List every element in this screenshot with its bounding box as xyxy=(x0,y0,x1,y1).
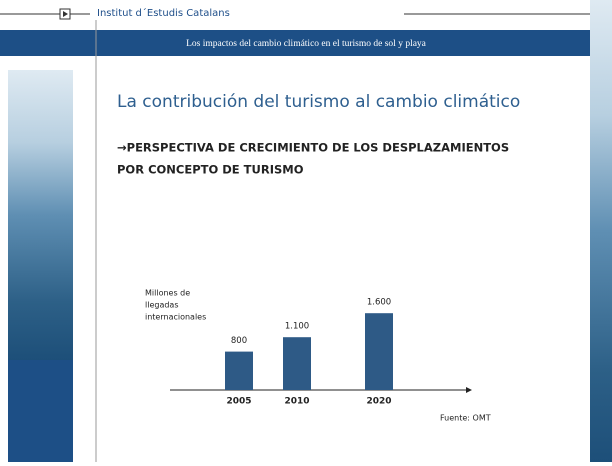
y-axis-label: Millones de xyxy=(145,289,190,298)
source: Fuente: OMT xyxy=(440,414,491,423)
x-tick-label: 2005 xyxy=(226,397,251,407)
y-axis-label: internacionales xyxy=(145,313,206,322)
x-tick-label: 2020 xyxy=(366,397,391,407)
bar xyxy=(365,313,393,390)
value-label: 1.100 xyxy=(285,322,309,332)
x-tick-label: 2010 xyxy=(284,397,309,407)
subtitle: POR CONCEPTO DE TURISMO xyxy=(117,163,304,177)
bar xyxy=(225,352,253,390)
slide-title: La contribución del turismo al cambio cl… xyxy=(117,92,520,112)
background xyxy=(0,0,612,462)
banner-text: Los impactos del cambio climático en el … xyxy=(186,39,427,49)
value-label: 1.600 xyxy=(367,298,391,308)
value-label: 800 xyxy=(231,336,247,346)
subtitle: →PERSPECTIVA DE CRECIMIENTO DE LOS DESPL… xyxy=(117,141,509,155)
institution: Institut d´Estudis Catalans xyxy=(97,7,230,19)
bar xyxy=(283,337,311,390)
y-axis-label: llegadas xyxy=(145,301,179,310)
side-band xyxy=(8,360,73,462)
slide: Institut d´Estudis Catalans Los impactos… xyxy=(0,0,612,462)
side-image xyxy=(8,70,73,360)
edge-image xyxy=(590,0,612,462)
